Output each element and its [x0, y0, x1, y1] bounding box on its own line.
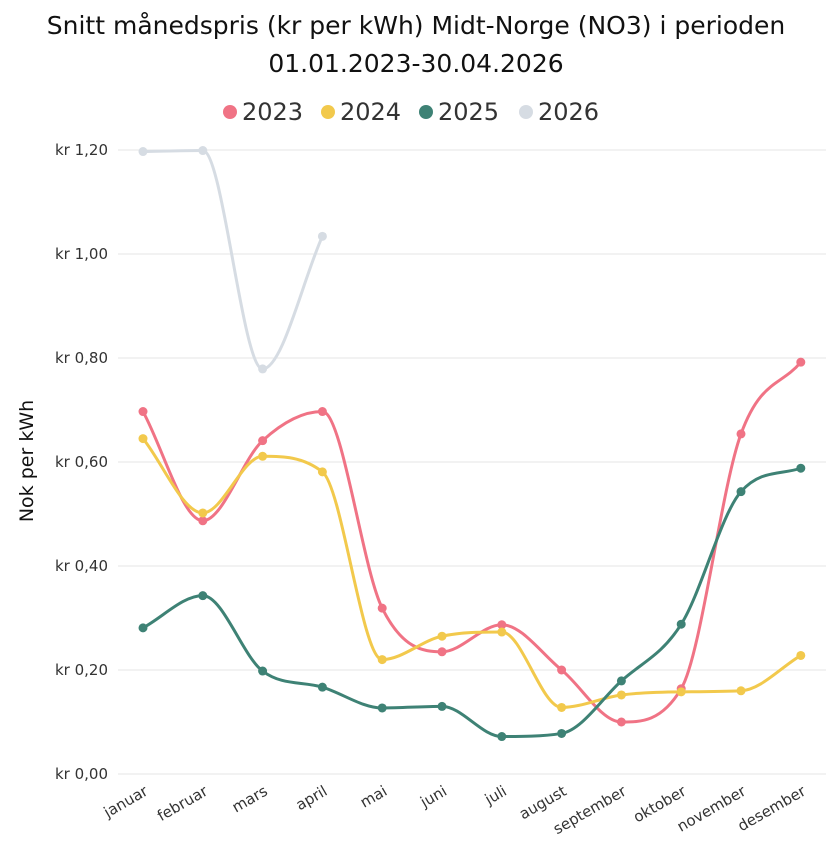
data-point-2025-januar	[138, 623, 148, 633]
x-tick-label: mars	[229, 782, 271, 817]
x-tick-label: april	[293, 782, 331, 814]
data-point-2024-mai	[377, 655, 387, 665]
data-point-2024-april	[317, 467, 327, 477]
y-tick-label: kr 0,80	[55, 349, 108, 367]
data-point-2026-februar	[198, 146, 208, 156]
chart-title-line1: Snitt månedspris (kr per kWh) Midt-Norge…	[47, 11, 785, 40]
y-tick-label: kr 0,60	[55, 453, 108, 471]
data-point-2024-juli	[497, 627, 507, 637]
data-point-2025-oktober	[676, 619, 686, 629]
y-axis-ticks: kr 0,00 kr 0,20 kr 0,40 kr 0,60 kr 0,80 kr 1,…	[55, 141, 108, 783]
data-point-2025-mars	[258, 666, 268, 676]
data-point-2023-mars	[258, 436, 268, 446]
legend-marker	[519, 105, 533, 119]
legend-item-2026: 2026	[519, 98, 599, 126]
data-point-2025-juni	[437, 701, 447, 711]
legend-item-2023: 2023	[223, 98, 303, 126]
x-tick-label: februar	[154, 781, 211, 825]
data-point-2023-juni	[437, 647, 447, 657]
data-point-2024-januar	[138, 434, 148, 444]
data-point-2023-februar	[198, 516, 208, 526]
legend-item-2024: 2024	[321, 98, 401, 126]
data-point-2023-desember	[796, 357, 806, 367]
legend-item-2025: 2025	[419, 98, 499, 126]
x-tick-label: juli	[481, 782, 510, 809]
data-point-2024-februar	[198, 508, 208, 518]
series-line-2026	[142, 149, 324, 371]
data-point-2023-august	[557, 665, 567, 675]
x-tick-label: desember	[735, 781, 810, 835]
legend-marker	[321, 105, 335, 119]
data-point-2024-mars	[258, 451, 268, 461]
legend-marker	[223, 105, 237, 119]
x-tick-label: mai	[357, 782, 390, 812]
legend-label: 2023	[242, 98, 303, 126]
series-group	[138, 146, 806, 742]
data-point-2023-november	[736, 429, 746, 439]
data-point-2024-november	[736, 686, 746, 696]
data-point-2024-oktober	[676, 687, 686, 697]
legend-marker	[419, 105, 433, 119]
data-point-2024-september	[616, 690, 626, 700]
data-point-2026-april	[317, 231, 327, 241]
data-point-2025-november	[736, 487, 746, 497]
data-point-2025-desember	[796, 463, 806, 473]
data-point-2023-mai	[377, 603, 387, 613]
y-tick-label: kr 0,20	[55, 661, 108, 679]
data-point-2023-september	[616, 717, 626, 727]
series-2023	[138, 357, 806, 727]
y-tick-label: kr 1,00	[55, 245, 108, 263]
data-point-2024-juni	[437, 631, 447, 641]
data-point-2024-august	[557, 702, 567, 712]
series-2025	[138, 463, 806, 742]
data-point-2026-mars	[258, 364, 268, 374]
series-line-2023	[141, 361, 802, 724]
x-axis-ticks: januar februar mars april mai juni juli augusts…	[100, 781, 810, 838]
x-tick-label: juni	[416, 782, 450, 812]
data-point-2023-april	[317, 407, 327, 417]
series-2024	[138, 434, 806, 712]
series-line-2024	[141, 437, 802, 709]
data-point-2025-mai	[377, 703, 387, 713]
y-tick-label: kr 1,20	[55, 141, 108, 159]
data-point-2025-september	[616, 676, 626, 686]
y-axis-label: Nok per kWh	[16, 400, 38, 522]
data-point-2025-juli	[497, 732, 507, 742]
data-point-2025-februar	[198, 591, 208, 601]
data-point-2026-januar	[138, 147, 148, 157]
series-2026	[138, 146, 327, 374]
data-point-2023-januar	[138, 407, 148, 417]
chart-title-line2: 01.01.2023-30.04.2026	[268, 49, 563, 78]
y-tick-label: kr 0,40	[55, 557, 108, 575]
legend-label: 2025	[438, 98, 499, 126]
x-tick-label: januar	[100, 781, 152, 821]
data-point-2023-juli	[497, 620, 507, 630]
legend: 2023 2024 2025 2026	[223, 98, 599, 126]
legend-label: 2026	[538, 98, 599, 126]
y-tick-label: kr 0,00	[55, 765, 108, 783]
data-point-2025-august	[557, 728, 567, 738]
series-line-2025	[142, 466, 802, 739]
grid-lines	[118, 149, 826, 775]
data-point-2025-april	[317, 682, 327, 692]
data-point-2024-desember	[796, 650, 806, 660]
legend-label: 2024	[340, 98, 401, 126]
